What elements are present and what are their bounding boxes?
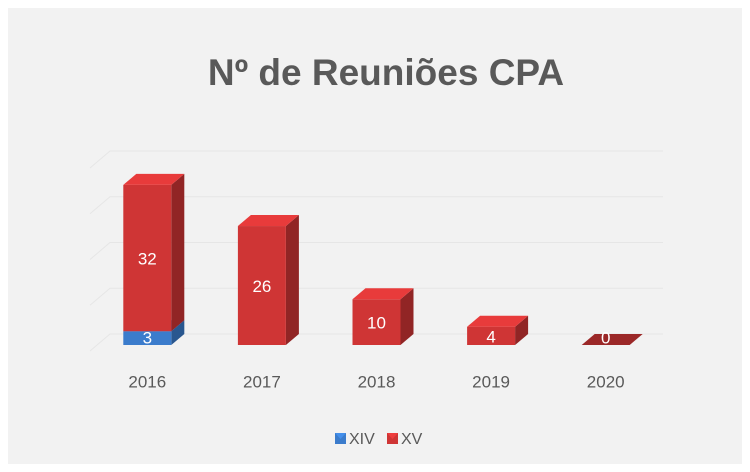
bar-top	[237, 215, 299, 227]
bar	[467, 315, 529, 345]
legend-swatch-top	[387, 433, 398, 439]
bar-front	[467, 326, 516, 345]
x-tick-label: 2017	[243, 372, 281, 391]
bar-top	[581, 334, 643, 345]
bar	[123, 173, 185, 332]
bar	[581, 334, 643, 345]
chart-title: Nº de Reuniões CPA	[208, 52, 564, 93]
grid-line	[89, 196, 663, 215]
data-label: 32	[138, 250, 157, 269]
bar-front	[123, 184, 172, 332]
bar-front	[123, 331, 172, 345]
x-tick-label: 2016	[128, 372, 166, 391]
legend-swatch-top	[335, 433, 346, 439]
bar	[237, 215, 299, 345]
bar-side	[285, 215, 299, 345]
x-tick-label: 2018	[358, 372, 396, 391]
bar-top	[467, 315, 529, 327]
bar	[352, 288, 414, 345]
bar-side	[515, 315, 529, 345]
bar-side	[171, 320, 185, 345]
data-label: 3	[143, 328, 152, 347]
grid-line	[89, 242, 663, 260]
bar-top	[352, 288, 414, 300]
legend-label: XIV	[349, 431, 375, 448]
x-tick-label: 2020	[587, 372, 625, 391]
grid-line	[89, 287, 663, 306]
data-label: 26	[252, 277, 271, 296]
bar-front	[352, 299, 401, 345]
bar-front	[237, 226, 286, 345]
bar-side	[171, 173, 185, 332]
data-label: 0	[601, 328, 610, 347]
x-tick-label: 2019	[472, 372, 510, 391]
data-label: 4	[486, 327, 495, 346]
bar-top	[123, 173, 185, 185]
data-label: 10	[367, 314, 386, 333]
legend-label: XV	[401, 431, 423, 448]
grid-line	[89, 150, 663, 169]
bar-side	[400, 288, 414, 345]
